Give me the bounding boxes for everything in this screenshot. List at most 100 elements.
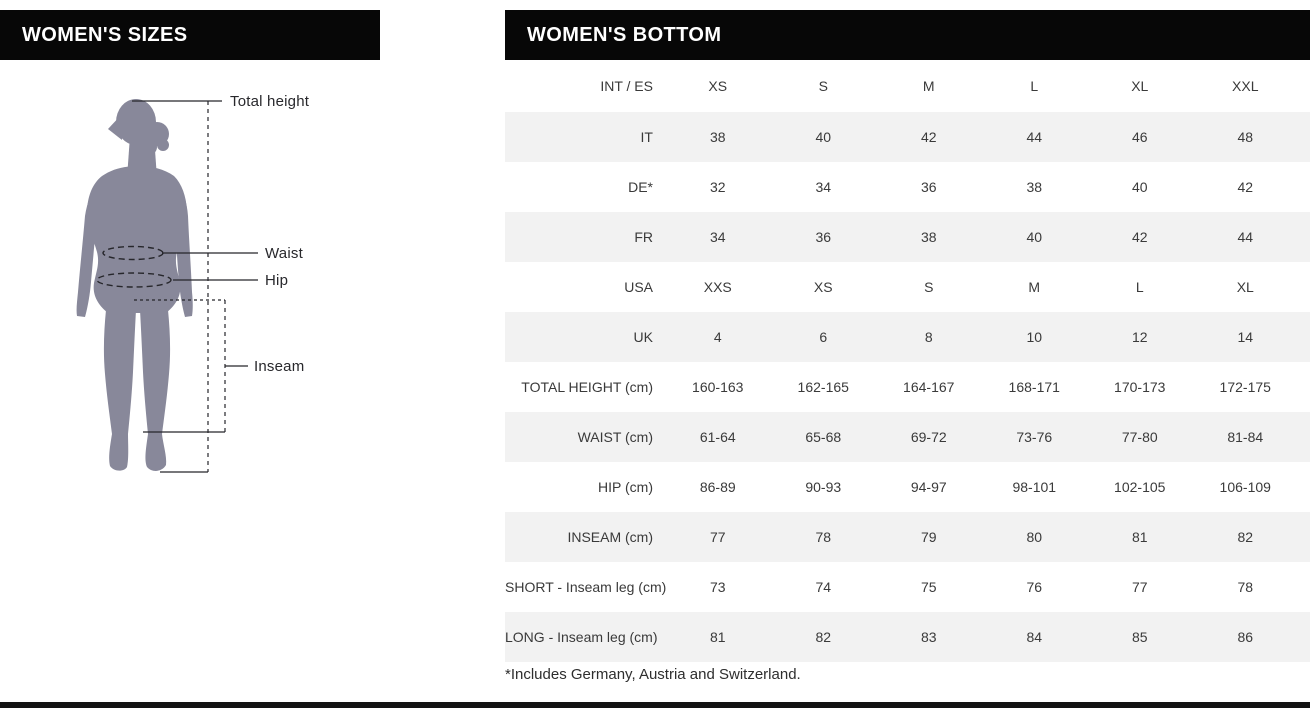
- cell-value: 102-105: [1114, 479, 1166, 495]
- cell-value: 36: [920, 179, 937, 195]
- row-label: UK: [633, 329, 653, 345]
- cell-value: 84: [1026, 629, 1043, 645]
- row-label: WAIST (cm): [577, 429, 653, 445]
- cell-value: 76: [1026, 579, 1043, 595]
- cell-value: XXS: [703, 279, 732, 295]
- cell-value: 6: [819, 329, 828, 345]
- cell-value: 74: [815, 579, 832, 595]
- column-header: S: [818, 78, 828, 94]
- cell-value: 160-163: [692, 379, 744, 395]
- cell-value: 85: [1131, 629, 1148, 645]
- footnote: *Includes Germany, Austria and Switzerla…: [505, 666, 801, 683]
- cell-value: 86-89: [699, 479, 736, 495]
- cell-value: 77: [1131, 579, 1148, 595]
- cell-value: 168-171: [1008, 379, 1060, 395]
- column-header: XS: [708, 78, 728, 94]
- waist-label: Waist: [265, 245, 304, 262]
- body-measurement-diagram: Total height Waist Hip Inseam: [76, 93, 310, 473]
- row-label: LONG - Inseam leg (cm): [505, 629, 658, 645]
- table-row: USA XXS XS S M L XL: [505, 262, 1310, 312]
- cell-value: 34: [709, 229, 726, 245]
- cell-value: 40: [815, 129, 832, 145]
- cell-value: 69-72: [910, 429, 947, 445]
- cell-value: 12: [1131, 329, 1148, 345]
- row-label: IT: [640, 129, 653, 145]
- table-row: IT 38 40 42 44 46 48: [505, 112, 1310, 162]
- cell-value: 73: [709, 579, 726, 595]
- column-header-corner: INT / ES: [600, 78, 653, 94]
- cell-value: 86: [1237, 629, 1254, 645]
- cell-value: M: [1028, 279, 1041, 295]
- column-header: M: [922, 78, 935, 94]
- table-row: DE* 32 34 36 38 40 42: [505, 162, 1310, 212]
- table-row: WAIST (cm) 61-64 65-68 69-72 73-76 77-80 81-84: [505, 412, 1310, 462]
- row-label: DE*: [628, 179, 653, 195]
- bottom-divider-bar: [0, 702, 1310, 708]
- cell-value: 8: [924, 329, 933, 345]
- cell-value: 78: [1237, 579, 1254, 595]
- table-row: TOTAL HEIGHT (cm) 160-163 162-165 164-167 16…: [505, 362, 1310, 412]
- cell-value: 98-101: [1012, 479, 1057, 495]
- row-label: SHORT - Inseam leg (cm): [505, 579, 667, 595]
- table-row: INSEAM (cm) 77 78 79 80 81 82: [505, 512, 1310, 562]
- row-label: USA: [624, 279, 653, 295]
- cell-value: XL: [1236, 279, 1254, 295]
- row-label: FR: [634, 229, 653, 245]
- cell-value: S: [924, 279, 934, 295]
- cell-value: 172-175: [1219, 379, 1271, 395]
- hip-label: Hip: [265, 272, 288, 289]
- cell-value: 65-68: [805, 429, 842, 445]
- cell-value: 164-167: [903, 379, 955, 395]
- table-row: LONG - Inseam leg (cm) 81 82 83 84 85 86: [505, 612, 1310, 662]
- cell-value: 170-173: [1114, 379, 1166, 395]
- cell-value: 162-165: [797, 379, 849, 395]
- cell-value: 77-80: [1121, 429, 1158, 445]
- womens-bottom-header: WOMEN'S BOTTOM: [505, 10, 1310, 60]
- cell-value: 44: [1237, 229, 1254, 245]
- cell-value: 78: [815, 529, 832, 545]
- table-row: FR 34 36 38 40 42 44: [505, 212, 1310, 262]
- female-silhouette: [76, 99, 193, 471]
- cell-value: 4: [713, 329, 722, 345]
- column-header: XL: [1131, 78, 1149, 94]
- cell-value: 83: [920, 629, 937, 645]
- cell-value: 79: [920, 529, 937, 545]
- cell-value: 38: [1026, 179, 1043, 195]
- table-row: HIP (cm) 86-89 90-93 94-97 98-101 102-105 106-…: [505, 462, 1310, 512]
- cell-value: 90-93: [805, 479, 842, 495]
- cell-value: 36: [815, 229, 832, 245]
- cell-value: 81: [709, 629, 726, 645]
- total-height-label: Total height: [230, 93, 310, 110]
- cell-value: 46: [1131, 129, 1148, 145]
- cell-value: 81: [1131, 529, 1148, 545]
- cell-value: 32: [709, 179, 726, 195]
- cell-value: 38: [920, 229, 937, 245]
- cell-value: 38: [709, 129, 726, 145]
- cell-value: 82: [815, 629, 832, 645]
- cell-value: 42: [1131, 229, 1148, 245]
- womens-sizes-header: WOMEN'S SIZES: [0, 10, 380, 60]
- cell-value: 106-109: [1219, 479, 1271, 495]
- cell-value: 61-64: [699, 429, 736, 445]
- row-label: TOTAL HEIGHT (cm): [521, 379, 653, 395]
- cell-value: 44: [1026, 129, 1043, 145]
- cell-value: L: [1135, 279, 1144, 295]
- table-row: SHORT - Inseam leg (cm) 73 74 75 76 77 78: [505, 562, 1310, 612]
- cell-value: 10: [1026, 329, 1043, 345]
- cell-value: 94-97: [910, 479, 947, 495]
- cell-value: 42: [920, 129, 937, 145]
- row-label: INSEAM (cm): [567, 529, 653, 545]
- cell-value: 77: [709, 529, 726, 545]
- row-label: HIP (cm): [598, 479, 653, 495]
- cell-value: 40: [1026, 229, 1043, 245]
- cell-value: 14: [1237, 329, 1254, 345]
- cell-value: 75: [920, 579, 937, 595]
- cell-value: 82: [1237, 529, 1254, 545]
- table-row: UK 4 6 8 10 12 14: [505, 312, 1310, 362]
- cell-value: 81-84: [1227, 429, 1264, 445]
- cell-value: 73-76: [1016, 429, 1053, 445]
- cell-value: 42: [1237, 179, 1254, 195]
- cell-value: 40: [1131, 179, 1148, 195]
- column-header: XXL: [1232, 78, 1259, 94]
- cell-value: 48: [1237, 129, 1254, 145]
